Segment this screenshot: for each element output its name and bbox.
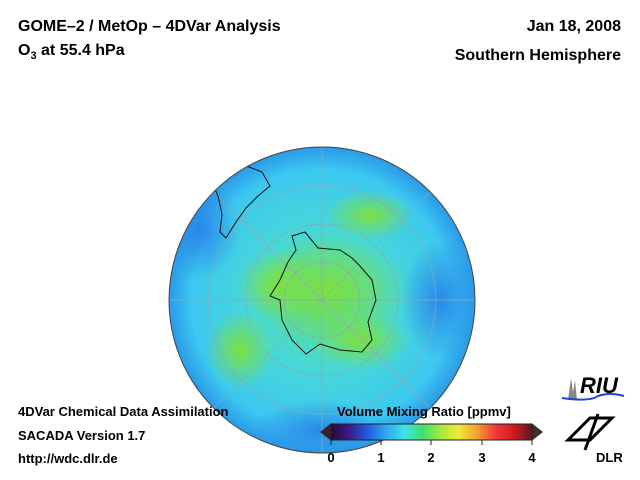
footer-url: http://wdc.dlr.de (18, 451, 118, 466)
colorbar-gradient (330, 423, 533, 441)
riu-logo-text: RIU (580, 373, 618, 398)
riu-logo (561, 378, 625, 401)
dlr-logo (564, 413, 616, 451)
date: Jan 18, 2008 (526, 18, 621, 35)
species-level: O3 at 55.4 hPa (18, 42, 125, 62)
dlr-logo-text: DLR (596, 450, 623, 465)
colorbar-max-arrow (531, 422, 543, 442)
species: O (18, 42, 31, 59)
footer-line-1: 4DVar Chemical Data Assimilation (18, 404, 229, 419)
footer-line-2: SACADA Version 1.7 (18, 428, 146, 443)
globe (169, 147, 475, 453)
colorbar (320, 422, 543, 445)
colorbar-tick-label: 4 (528, 450, 536, 465)
colorbar-tick-label: 2 (427, 450, 435, 465)
colorbar-label: Volume Mixing Ratio [ppmv] (337, 404, 511, 419)
graticule (169, 147, 475, 453)
region: Southern Hemisphere (454, 47, 621, 64)
pressure-level: at 55.4 hPa (36, 42, 125, 59)
colorbar-ticks (330, 440, 533, 445)
colorbar-tick-label: 1 (377, 450, 385, 465)
species-subscript: 3 (30, 50, 37, 63)
colorbar-tick-label: 0 (327, 450, 335, 465)
globe-outline (168, 146, 476, 454)
colorbar-tick-label: 3 (478, 450, 486, 465)
figure-title: GOME–2 / MetOp – 4DVar Analysis (18, 18, 281, 35)
colorbar-min-arrow (320, 422, 332, 442)
